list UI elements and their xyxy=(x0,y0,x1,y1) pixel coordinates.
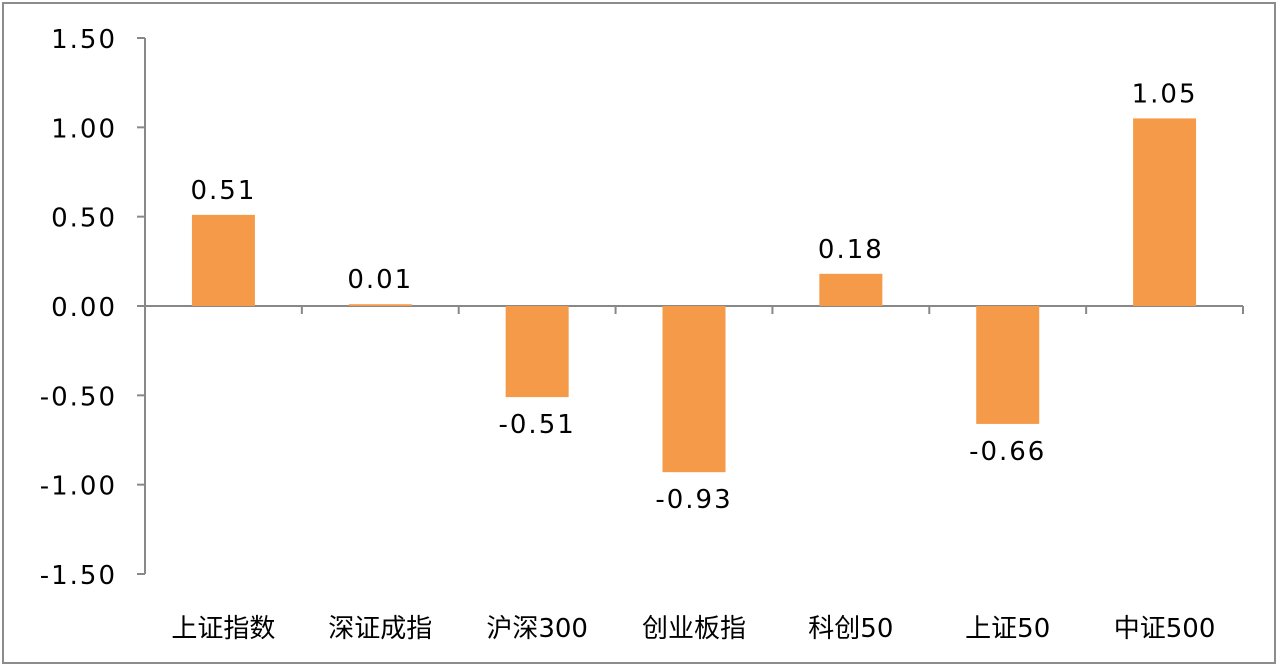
y-tick-label: 1.00 xyxy=(51,114,117,144)
y-tick-label: -1.50 xyxy=(40,561,117,591)
bar xyxy=(662,306,726,473)
category-label: 创业板指 xyxy=(642,614,746,644)
data-label: -0.93 xyxy=(655,485,732,515)
y-tick-label: -0.50 xyxy=(40,382,117,412)
data-label: 0.51 xyxy=(190,176,256,206)
bar xyxy=(191,214,255,306)
bar xyxy=(1133,118,1197,307)
category-label: 上证50 xyxy=(965,614,1050,644)
bar xyxy=(505,306,569,398)
data-label: 1.05 xyxy=(1132,79,1198,109)
category-label: 科创50 xyxy=(808,614,893,644)
y-tick-label: -1.00 xyxy=(40,472,117,502)
data-label: -0.66 xyxy=(969,437,1046,467)
chart-axes: 1.50 1.00 0.50 0.00 -0.50 -1.00 -1.50 xyxy=(40,25,1244,591)
category-label: 沪深300 xyxy=(486,614,588,644)
y-tick-label: 1.50 xyxy=(51,25,117,55)
y-tick-label: 0.00 xyxy=(51,293,117,323)
data-label: -0.51 xyxy=(499,410,576,440)
y-tick-label: 0.50 xyxy=(51,204,117,234)
chart-bars xyxy=(191,118,1197,473)
data-label: 0.18 xyxy=(818,235,884,265)
chart-labels: 0.51 上证指数 0.01 深证成指 -0.51 沪深300 -0.93 创业板指 0.18 科… xyxy=(171,79,1215,644)
bar xyxy=(348,304,412,306)
bar xyxy=(819,273,883,306)
category-label: 中证500 xyxy=(1114,614,1216,644)
category-label: 深证成指 xyxy=(328,614,432,644)
bar xyxy=(976,306,1040,424)
data-label: 0.01 xyxy=(347,265,413,295)
category-label: 上证指数 xyxy=(171,614,275,644)
